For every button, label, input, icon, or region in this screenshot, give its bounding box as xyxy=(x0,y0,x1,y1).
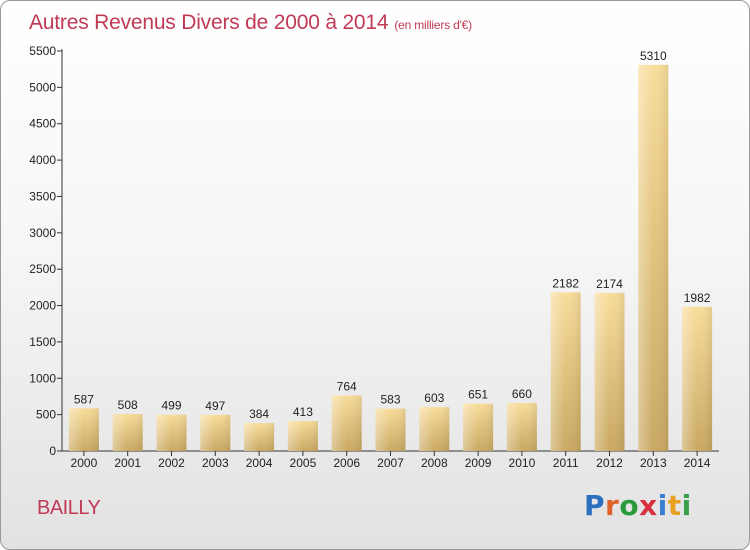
bar-shade-2007 xyxy=(375,408,406,451)
y-tick-label: 5500 xyxy=(29,44,56,58)
y-tick-label: 3500 xyxy=(29,189,56,203)
bar-shade-2013 xyxy=(638,64,669,451)
x-tick-label-2011: 2011 xyxy=(553,456,579,470)
x-tick-label-2002: 2002 xyxy=(158,456,185,470)
value-label-2004: 384 xyxy=(249,407,269,421)
logo-letter: o xyxy=(619,489,640,522)
value-label-2009: 651 xyxy=(468,388,488,402)
bar-shade-2004 xyxy=(244,423,275,451)
value-label-2012: 2174 xyxy=(596,277,623,291)
y-tick-label: 4500 xyxy=(29,117,56,131)
y-tick-label: 2000 xyxy=(29,299,56,313)
bar-shade-2008 xyxy=(419,407,450,451)
bar-shade-2011 xyxy=(550,292,581,451)
bar-shade-2006 xyxy=(331,395,362,451)
chart-unit: (en milliers d'€) xyxy=(394,18,472,32)
chart-title-text: Autres Revenus Divers de 2000 à 2014 xyxy=(29,11,389,34)
value-label-2000: 587 xyxy=(74,392,94,406)
x-tick-label-2012: 2012 xyxy=(596,456,623,470)
logo-letter: r xyxy=(605,489,620,522)
x-tick-label-2005: 2005 xyxy=(290,456,317,470)
y-tick-label: 2500 xyxy=(29,262,56,276)
logo-letter: i xyxy=(681,489,692,522)
y-tick-label: 3000 xyxy=(29,226,56,240)
y-axis: 0 500 1000 1500 2000 2500 3000 3500 4000 4500 5000… xyxy=(29,44,63,458)
bar-shade-2000 xyxy=(68,408,99,451)
proxiti-logo: Proxiti xyxy=(584,489,692,522)
x-tick-label-2001: 2001 xyxy=(114,456,141,470)
value-label-2011: 2182 xyxy=(552,276,579,290)
bar-shade-2014 xyxy=(682,306,713,451)
bar-shade-2003 xyxy=(200,414,231,451)
logo-letter: P xyxy=(584,489,606,522)
x-tick-label-2014: 2014 xyxy=(684,456,711,470)
logo-letter: t xyxy=(667,489,682,522)
bar-shade-2001 xyxy=(112,414,143,451)
value-label-2006: 764 xyxy=(337,379,357,393)
value-label-2005: 413 xyxy=(293,405,313,419)
value-labels-group: 587 508 499 497 384 413 764 583 603 651 660 2182 217… xyxy=(74,49,711,421)
value-label-2013: 5310 xyxy=(640,49,667,63)
x-tick-label-2000: 2000 xyxy=(71,456,98,470)
x-tick-label-2013: 2013 xyxy=(640,456,667,470)
y-tick-label: 1500 xyxy=(29,335,56,349)
bar-shade-2009 xyxy=(463,403,494,451)
x-tick-label-2003: 2003 xyxy=(202,456,229,470)
y-tick-label: 0 xyxy=(49,444,56,458)
value-label-2008: 603 xyxy=(424,391,444,405)
bar-shade-2002 xyxy=(156,414,187,451)
value-label-2001: 508 xyxy=(118,398,138,412)
value-label-2007: 583 xyxy=(380,393,400,407)
value-label-2010: 660 xyxy=(512,387,532,401)
x-tick-label-2006: 2006 xyxy=(333,456,360,470)
y-tick-label: 5000 xyxy=(29,80,56,94)
location-label: BAILLY xyxy=(37,497,101,519)
logo-letter: x xyxy=(639,489,658,522)
bar-shade-2012 xyxy=(594,292,625,451)
value-label-2003: 497 xyxy=(205,399,225,413)
y-tick-label: 500 xyxy=(36,408,56,422)
y-tick-label: 4000 xyxy=(29,153,56,167)
value-label-2014: 1982 xyxy=(684,291,711,305)
chart-title: Autres Revenus Divers de 2000 à 2014 (en … xyxy=(29,11,472,35)
y-tick-label: 1000 xyxy=(29,371,56,385)
bar-shade-2010 xyxy=(506,403,537,451)
x-tick-label-2010: 2010 xyxy=(509,456,536,470)
x-tick-label-2007: 2007 xyxy=(377,456,404,470)
bar-shade-2005 xyxy=(287,420,318,451)
x-tick-label-2004: 2004 xyxy=(246,456,273,470)
value-label-2002: 499 xyxy=(161,399,181,413)
x-axis: 2000 2001 2002 2003 2004 2005 2006 2007 2008 2009… xyxy=(62,450,719,470)
bars-group xyxy=(68,64,713,451)
logo-letter: i xyxy=(657,489,668,522)
x-tick-label-2008: 2008 xyxy=(421,456,448,470)
x-tick-label-2009: 2009 xyxy=(465,456,492,470)
